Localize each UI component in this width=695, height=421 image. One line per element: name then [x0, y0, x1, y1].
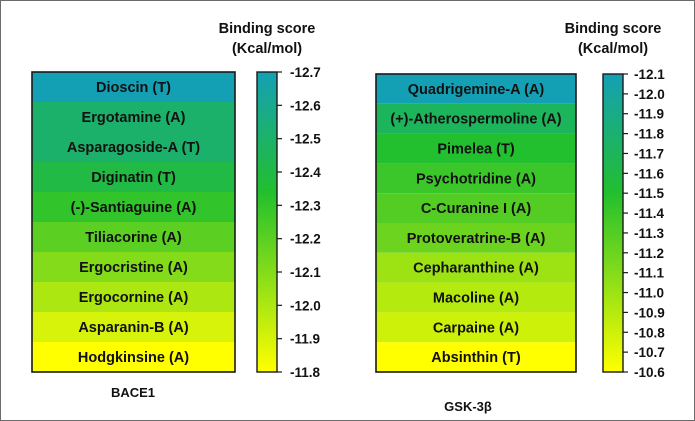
colorbar-tick-label: -11.4	[634, 206, 665, 221]
target-label: BACE1	[111, 385, 155, 400]
colorbar-tick-label: -11.9	[634, 107, 664, 122]
colorbar-tick-label: -12.0	[290, 298, 321, 313]
heatmap-cell	[32, 192, 235, 222]
heatmap-cell	[32, 282, 235, 312]
colorbar-tick-label: -11.6	[634, 166, 665, 181]
heatmap-cell-label: (-)-Santiaguine (A)	[71, 200, 197, 216]
colorbar-tick-label: -11.8	[290, 365, 321, 380]
colorbar-tick-label: -11.8	[634, 127, 665, 142]
colorbar-title: Binding score	[565, 21, 662, 37]
heatmap-cell	[32, 252, 235, 282]
target-label: GSK-3β	[444, 399, 492, 414]
heatmap-border	[375, 73, 577, 373]
colorbar-tick-label: -12.1	[634, 67, 665, 82]
heatmap-cell-label: Cepharanthine (A)	[413, 261, 539, 277]
heatmap-cell	[32, 312, 235, 342]
colorbar-tick-label: -12.0	[634, 87, 665, 102]
heatmap-cell-label: Ergocristine (A)	[79, 260, 188, 276]
colorbar	[256, 71, 278, 373]
colorbar-tick-label: -11.2	[634, 246, 664, 261]
heatmap-cell-label: Ergocornine (A)	[79, 290, 189, 306]
heatmap-cell	[32, 222, 235, 252]
heatmap-cell-label: Psychotridine (A)	[416, 171, 536, 187]
heatmap-cell	[376, 342, 576, 372]
heatmap-cell	[376, 133, 576, 164]
heatmap-cell	[32, 342, 235, 372]
colorbar-unit: (Kcal/mol)	[232, 41, 302, 57]
heatmap-cell	[376, 312, 576, 343]
colorbar-tick-label: -11.0	[634, 286, 664, 301]
colorbar-tick-label: -12.6	[290, 98, 321, 113]
heatmap-cell-label: Quadrigemine-A (A)	[408, 82, 545, 98]
colorbar-tick-label: -12.5	[290, 132, 321, 147]
colorbar-unit: (Kcal/mol)	[578, 41, 648, 57]
heatmap-cell	[32, 102, 235, 132]
colorbar	[602, 73, 624, 373]
heatmap-cell-label: Protoveratrine-B (A)	[407, 231, 546, 247]
heatmap-border	[31, 71, 236, 373]
colorbar-tick-label: -12.7	[290, 65, 321, 80]
heatmap-cell	[376, 163, 576, 194]
colorbar-tick-label: -11.3	[634, 226, 665, 241]
colorbar-tick-label: -10.7	[634, 345, 665, 360]
heatmap-cell	[32, 72, 235, 102]
colorbar-title: Binding score	[219, 21, 316, 37]
heatmap-panel-2: Quadrigemine-A (A) (+)-Atherospermoline (…	[375, 21, 665, 414]
heatmap-cell	[376, 223, 576, 253]
heatmap-cell	[376, 103, 576, 134]
heatmap-cell-label: Dioscin (T)	[96, 80, 171, 96]
heatmap-cell	[32, 162, 235, 192]
heatmap-cell-label: Macoline (A)	[433, 291, 519, 307]
heatmap-cell-label: Absinthin (T)	[431, 350, 521, 366]
colorbar-tick-label: -12.4	[290, 165, 321, 180]
heatmap-cell-label: (+)-Atherospermoline (A)	[390, 112, 561, 128]
colorbar-tick-label: -12.3	[290, 198, 321, 213]
colorbar-tick-label: -10.6	[634, 365, 665, 380]
colorbar-tick-label: -11.5	[634, 186, 665, 201]
heatmap-cell	[376, 74, 576, 104]
heatmap-cell	[32, 132, 235, 162]
colorbar-tick-label: -11.9	[290, 332, 320, 347]
heatmap-cell	[376, 252, 576, 283]
heatmap-cell-label: Tiliacorine (A)	[85, 230, 182, 246]
heatmap-cell-label: Diginatin (T)	[91, 170, 176, 186]
heatmap-panel-1: Dioscin (T) Ergotamine (A) Asparagoside-A …	[31, 21, 321, 400]
colorbar-tick-label: -12.1	[290, 265, 321, 280]
colorbar-tick-label: -10.8	[634, 325, 665, 340]
heatmap-cell-label: Asparanin-B (A)	[78, 320, 189, 336]
colorbar-tick-label: -11.7	[634, 146, 664, 161]
heatmap-cell-label: Asparagoside-A (T)	[67, 140, 200, 156]
heatmap-cell-label: C-Curanine I (A)	[421, 201, 532, 217]
heatmap-cell-label: Ergotamine (A)	[82, 110, 186, 126]
heatmap-cell	[376, 282, 576, 313]
heatmap-cell-label: Carpaine (A)	[433, 320, 519, 336]
colorbar-tick-label: -11.1	[634, 266, 665, 281]
heatmap-cell-label: Hodgkinsine (A)	[78, 350, 189, 366]
heatmap-cell	[376, 193, 576, 223]
colorbar-tick-label: -12.2	[290, 232, 321, 247]
heatmap-cell-label: Pimelea (T)	[437, 142, 515, 158]
colorbar-tick-label: -10.9	[634, 305, 665, 320]
